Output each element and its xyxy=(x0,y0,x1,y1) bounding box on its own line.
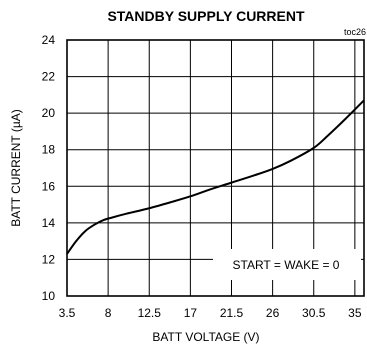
x-tick-label: 17 xyxy=(184,306,198,320)
x-tick-label: 21.5 xyxy=(220,306,244,320)
x-tick-label: 26 xyxy=(266,306,280,320)
figure-tag: toc26 xyxy=(344,27,366,37)
curve-layer xyxy=(66,99,365,255)
y-tick-label: 22 xyxy=(42,70,56,84)
x-tick-labels: 3.5 8 12.5 17 21.5 26 30.5 35 xyxy=(59,306,362,320)
plot-frame xyxy=(66,39,365,297)
annotation: START = WAKE = 0 xyxy=(233,258,340,272)
chart-title: STANDBY SUPPLY CURRENT xyxy=(107,8,305,24)
y-tick-label: 24 xyxy=(42,33,56,47)
y-axis-label: BATT CURRENT (µA) xyxy=(9,109,23,227)
x-axis-label: BATT VOLTAGE (V) xyxy=(152,330,259,344)
y-tick-label: 20 xyxy=(42,106,56,120)
x-tick-label: 3.5 xyxy=(59,306,76,320)
x-tick-label: 30.5 xyxy=(302,306,326,320)
y-tick-label: 16 xyxy=(42,179,56,193)
y-tick-label: 14 xyxy=(42,216,56,230)
annotation-box xyxy=(213,249,361,280)
y-tick-label: 12 xyxy=(42,252,56,266)
x-tick-label: 35 xyxy=(348,306,362,320)
y-tick-labels: 10 12 14 16 18 20 22 24 xyxy=(42,33,56,303)
y-tick-label: 10 xyxy=(42,289,56,303)
series-line xyxy=(66,99,365,255)
y-tick-label: 18 xyxy=(42,143,56,157)
x-tick-label: 8 xyxy=(105,306,112,320)
x-tick-label: 12.5 xyxy=(138,306,162,320)
